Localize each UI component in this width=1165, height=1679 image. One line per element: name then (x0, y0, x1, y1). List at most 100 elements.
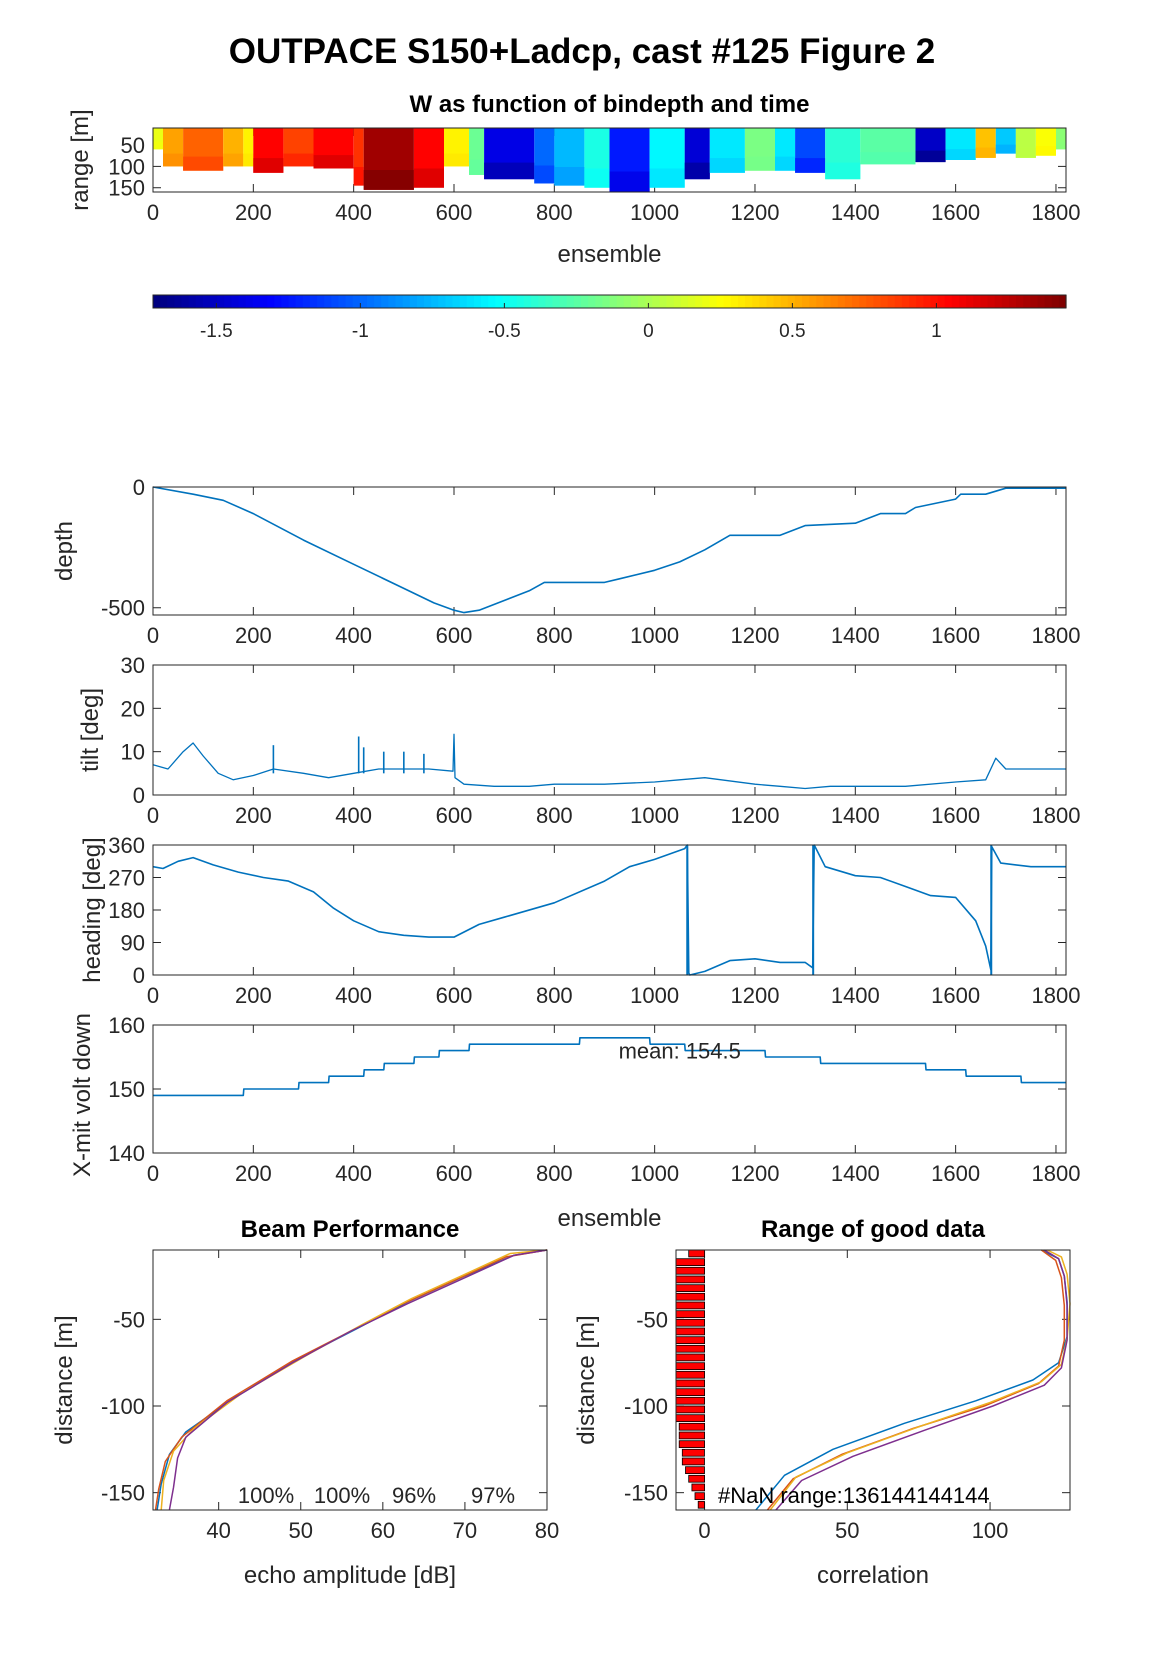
colorbar-swatch (909, 295, 917, 308)
colorbar-swatch (231, 295, 240, 308)
y-axis-label-range_good_data: distance [m] (573, 1315, 600, 1444)
x-tick-label-w_heatmap: 600 (436, 200, 473, 225)
x-tick-label-tilt: 800 (536, 803, 573, 828)
heatmap-cell-lower (243, 153, 254, 167)
histogram-bar (678, 1422, 706, 1431)
x-tick-label-xmit_volt: 1200 (731, 1161, 780, 1186)
x-tick-label-tilt: 1600 (931, 803, 980, 828)
colorbar-swatch (894, 295, 903, 308)
x-tick-label-tilt: 1200 (731, 803, 780, 828)
histogram-bar (675, 1318, 706, 1327)
colorbar-swatch (973, 295, 981, 308)
heatmap-cell-lower (775, 156, 796, 171)
y-tick-label-heading: 360 (108, 833, 145, 858)
x-tick-label-heading: 1800 (1031, 983, 1080, 1008)
x-tick-label-depth: 1200 (731, 623, 780, 648)
colorbar-swatch (545, 295, 554, 308)
colorbar-swatch (573, 295, 582, 308)
x-tick-label-tilt: 1000 (630, 803, 679, 828)
x-axis-label-xmit_volt: ensemble (557, 1205, 661, 1232)
heatmap-cell-lower (484, 162, 535, 180)
heatmap-cell-lower (353, 167, 364, 186)
colorbar-swatch (1044, 295, 1053, 308)
axes-depth: 0 200 400 600 800 1000 1200 1400 1600 1800-5000de… (51, 475, 1080, 648)
x-tick-label-heading: 1400 (831, 983, 880, 1008)
x-tick-label-depth: 1400 (831, 623, 880, 648)
heatmap-cell-lower (995, 144, 1016, 154)
beam-percent-label: 97% (471, 1483, 515, 1508)
axes-frame-depth (152, 486, 1067, 616)
x-tick-label-heading: 800 (536, 983, 573, 1008)
colorbar-swatch (1016, 295, 1024, 308)
heatmap-cell-lower (860, 152, 916, 165)
colorbar-swatch (331, 295, 340, 308)
histogram-bar (675, 1275, 706, 1284)
y-tick-label-heading: 90 (121, 930, 145, 955)
histogram-bar (675, 1336, 706, 1344)
histogram-bar (675, 1353, 706, 1362)
histogram-bar (681, 1457, 705, 1466)
x-tick-label-tilt: 200 (235, 803, 272, 828)
colorbar-tick-label: -0.5 (488, 321, 521, 342)
x-tick-label-heading: 200 (235, 983, 272, 1008)
axes-frame-tilt (152, 664, 1067, 796)
colorbar-swatch (659, 295, 668, 308)
y-tick-label-xmit_volt: 140 (108, 1141, 145, 1166)
colorbar-swatch (687, 295, 696, 308)
colorbar-swatch (402, 295, 411, 308)
colorbar-swatch (523, 295, 532, 308)
colorbar-swatch (202, 295, 211, 308)
colorbar-swatch (502, 295, 511, 308)
colorbar-swatch (702, 295, 710, 308)
histogram-bar (675, 1388, 706, 1396)
x-tick-label-beam_performance: 70 (453, 1518, 477, 1543)
y-tick-label-range_good_data: -100 (624, 1394, 668, 1419)
x-tick-label-range_good_data: 0 (698, 1518, 710, 1543)
histogram-bar (688, 1249, 706, 1258)
axes-heading: 0 200 400 600 800 1000 1200 1400 1600 1800 0 90 180 2… (79, 833, 1080, 1008)
y-tick-label-range_good_data: -50 (636, 1307, 668, 1332)
x-tick-label-heading: 1600 (931, 983, 980, 1008)
colorbar-swatch (752, 295, 760, 308)
y-tick-label-xmit_volt: 160 (108, 1013, 145, 1038)
colorbar-swatch (666, 295, 675, 308)
histogram-bar (675, 1266, 706, 1275)
colorbar-swatch (566, 295, 575, 308)
colorbar-swatch (723, 295, 732, 308)
colorbar-swatch (552, 295, 561, 308)
heatmap-cell-lower (1056, 141, 1066, 150)
heatmap-cell-lower (253, 158, 284, 173)
colorbar-swatch (959, 295, 967, 308)
x-tick-label-xmit_volt: 800 (536, 1161, 573, 1186)
colorbar-swatch (302, 295, 311, 308)
colorbar-swatch (844, 295, 853, 308)
plot-area-heading (153, 845, 1066, 975)
colorbar-swatch (217, 295, 225, 308)
colorbar-swatch (923, 295, 932, 308)
colorbar-swatch (1023, 295, 1031, 308)
x-tick-label-beam_performance: 60 (371, 1518, 395, 1543)
x-tick-label-w_heatmap: 400 (335, 200, 372, 225)
colorbar-swatch (1051, 295, 1060, 308)
x-tick-label-range_good_data: 100 (972, 1518, 1009, 1543)
colorbar-swatch (309, 295, 318, 308)
heatmap-cell-lower (795, 158, 826, 173)
x-tick-label-beam_performance: 50 (289, 1518, 313, 1543)
heatmap-cell-lower (684, 162, 710, 180)
colorbar-swatch (295, 295, 304, 308)
colorbar-swatch (652, 295, 661, 308)
heatmap-cell-lower (444, 153, 470, 167)
x-tick-label-w_heatmap: 0 (147, 200, 159, 225)
y-axis-label-depth: depth (51, 521, 78, 581)
colorbar-swatch (345, 295, 354, 308)
colorbar-swatch (623, 295, 632, 308)
colorbar-swatch (424, 295, 432, 308)
heatmap-cell-lower (223, 153, 244, 167)
y-tick-label-tilt: 0 (133, 783, 145, 808)
colorbar-swatch (324, 295, 332, 308)
colorbar-swatch (317, 295, 325, 308)
axes-range_good_data: 0 50 100 -150 -100 -50 Range of good data corre… (573, 1216, 1071, 1589)
x-tick-label-depth: 1800 (1031, 623, 1080, 648)
colorbar-swatch (195, 295, 204, 308)
